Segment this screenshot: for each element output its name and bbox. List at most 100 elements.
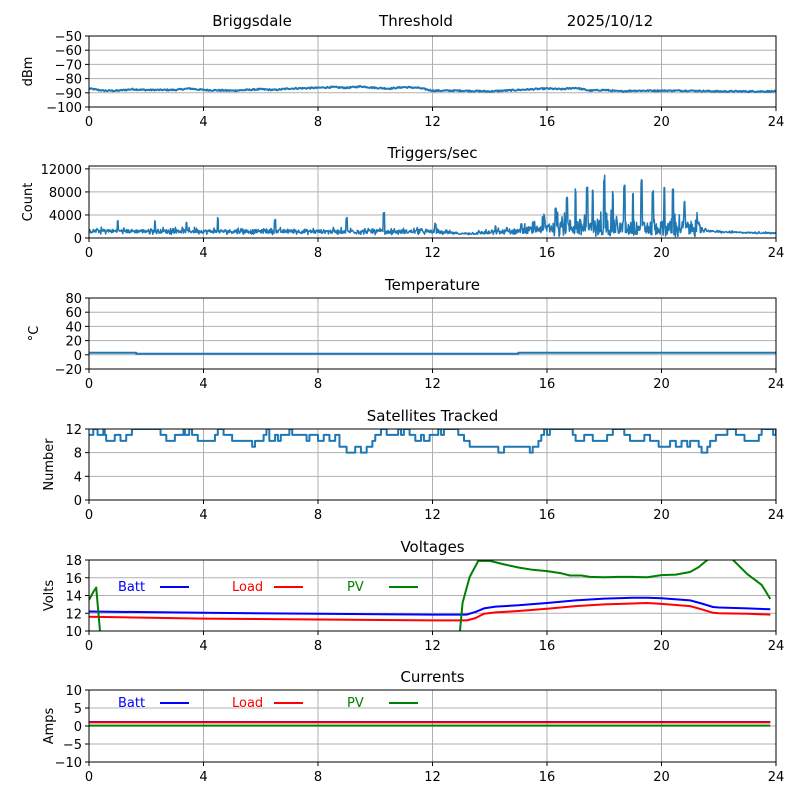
- y-tick-label: 4: [74, 470, 82, 485]
- x-tick-label: 0: [85, 508, 93, 523]
- y-axis-label: dBm: [21, 57, 36, 87]
- y-axis-label: Count: [21, 183, 36, 222]
- y-tick-label: 12: [65, 607, 82, 622]
- panel-title: Triggers/sec: [387, 144, 478, 162]
- x-tick-label: 24: [768, 770, 785, 785]
- y-tick-label: 18: [65, 554, 82, 569]
- y-axis-label: Volts: [42, 580, 57, 612]
- series-line-temperature: [89, 351, 776, 355]
- legend-label: Load: [232, 580, 263, 595]
- panel-title: Voltages: [400, 538, 464, 556]
- x-tick-label: 20: [653, 770, 670, 785]
- y-axis-label: Amps: [42, 707, 57, 744]
- x-tick-label: 24: [768, 246, 785, 261]
- legend-item-pv: PV: [347, 696, 418, 711]
- series-group: [89, 560, 772, 631]
- x-tick-label: 8: [314, 770, 322, 785]
- x-tick-label: 16: [539, 246, 556, 261]
- x-tick-label: 8: [314, 246, 322, 261]
- header-mode: Threshold: [378, 12, 453, 30]
- y-tick-label: −60: [55, 44, 82, 59]
- y-tick-label: −20: [55, 363, 82, 378]
- y-tick-label: −100: [46, 101, 82, 116]
- x-tick-label: 16: [539, 639, 556, 654]
- x-tick-label: 4: [199, 508, 207, 523]
- series-line-load: [89, 602, 771, 622]
- x-tick-label: 4: [199, 246, 207, 261]
- panel-triggers: 0 4 8 12 16 20 24 0 4000 8000 12000 Count Triggers/s…: [21, 144, 784, 261]
- x-tick-label: 0: [85, 770, 93, 785]
- x-tick-label: 4: [199, 639, 207, 654]
- legend-label: Batt: [118, 580, 145, 595]
- x-tick-label: 20: [653, 377, 670, 392]
- x-tick-label: 8: [314, 508, 322, 523]
- y-tick-label: −70: [55, 58, 82, 73]
- legend-item-pv: PV: [347, 580, 418, 595]
- series-group: [89, 721, 771, 727]
- y-tick-label: 0: [74, 720, 82, 735]
- legend-label: Load: [232, 696, 263, 711]
- x-tick-label: 8: [314, 639, 322, 654]
- y-axis-label: °C: [27, 326, 42, 342]
- y-tick-label: 40: [65, 320, 82, 335]
- y-tick-label: 4000: [49, 209, 82, 224]
- x-tick-label: 4: [199, 377, 207, 392]
- panel-rssi: 0 4 8 12 16 20 24 −50−60−70−80−90−100 dBm: [21, 30, 784, 130]
- x-tick-label: 0: [85, 639, 93, 654]
- x-tick-label: 16: [539, 770, 556, 785]
- panel-title: Satellites Tracked: [367, 407, 498, 425]
- panel-satellites: 0 4 8 12 16 20 24 0 4 8 12 Number Satellites Tracked: [42, 407, 784, 523]
- x-tick-label: 16: [539, 508, 556, 523]
- y-tick-label: 8000: [49, 186, 82, 201]
- panel-title: Currents: [400, 668, 464, 686]
- y-tick-label: 80: [65, 292, 82, 307]
- x-tick-label: 24: [768, 115, 785, 130]
- x-tick-label: 0: [85, 115, 93, 130]
- y-tick-label: −10: [55, 756, 82, 771]
- series-group: [89, 85, 776, 94]
- x-tick-label: 24: [768, 377, 785, 392]
- legend-item-batt: Batt: [118, 580, 189, 595]
- x-tick-label: 0: [85, 246, 93, 261]
- y-tick-label: −5: [63, 738, 82, 753]
- y-axis-label: Number: [42, 438, 57, 491]
- x-tick-label: 12: [424, 770, 441, 785]
- series-group: [89, 174, 776, 238]
- y-tick-label: 0: [74, 494, 82, 509]
- x-tick-label: 20: [653, 246, 670, 261]
- panel-voltages: 0 4 8 12 16 20 24 10 12 14 16 18 Volts Voltages Batt Lo…: [42, 538, 784, 654]
- x-tick-label: 4: [199, 115, 207, 130]
- x-tick-label: 8: [314, 115, 322, 130]
- x-tick-label: 8: [314, 377, 322, 392]
- header-date: 2025/10/12: [567, 12, 653, 30]
- legend-label: PV: [347, 696, 364, 711]
- y-tick-label: 14: [65, 590, 82, 605]
- legend-item-batt: Batt: [118, 696, 189, 711]
- series-line-satellites: [89, 429, 776, 454]
- y-tick-label: −80: [55, 73, 82, 88]
- y-tick-label: 12: [65, 423, 82, 438]
- y-tick-label: 12000: [41, 163, 82, 178]
- y-tick-label: 8: [74, 447, 82, 462]
- x-tick-label: 12: [424, 508, 441, 523]
- x-tick-label: 20: [653, 115, 670, 130]
- x-tick-label: 4: [199, 770, 207, 785]
- x-tick-label: 12: [424, 377, 441, 392]
- y-tick-label: 10: [65, 684, 82, 699]
- series-group: [89, 429, 776, 454]
- x-tick-label: 16: [539, 377, 556, 392]
- panel-currents: 0 4 8 12 16 20 24 −10 −5 0 5 10 Amps Currents Batt Load…: [42, 668, 784, 785]
- y-tick-label: 20: [65, 335, 82, 350]
- x-tick-label: 24: [768, 639, 785, 654]
- y-tick-label: 10: [65, 625, 82, 640]
- x-tick-label: 12: [424, 246, 441, 261]
- legend-item-load: Load: [232, 580, 303, 595]
- series-line-triggers: [89, 174, 776, 238]
- y-tick-label: 60: [65, 306, 82, 321]
- y-tick-label: 0: [74, 349, 82, 364]
- x-tick-label: 12: [424, 115, 441, 130]
- x-tick-label: 24: [768, 508, 785, 523]
- x-tick-label: 0: [85, 377, 93, 392]
